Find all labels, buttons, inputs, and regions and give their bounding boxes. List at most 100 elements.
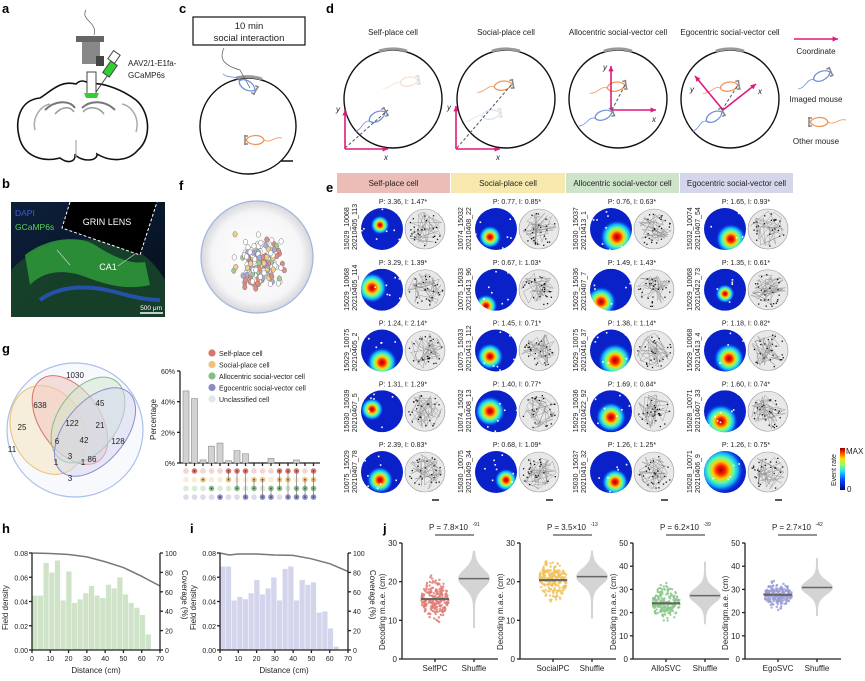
schematic-title: Egocentric social-vector cell — [680, 28, 779, 37]
y-tick-label: 0.06 — [14, 575, 28, 582]
y-axis-label: Decoding m.a.e. (cm) — [496, 573, 505, 650]
membership-dot — [183, 494, 189, 500]
cell-contour — [233, 263, 239, 271]
data-point — [772, 579, 776, 583]
y-tick-label: 10 — [388, 616, 397, 625]
y2-tick-label: 100 — [353, 551, 365, 558]
data-point — [546, 590, 550, 593]
svg-text:y: y — [689, 85, 695, 94]
cell-id-line2: 20210407_54 — [695, 207, 702, 250]
x-tick-label: Shuffle — [693, 664, 718, 673]
histogram-bar — [122, 594, 129, 651]
cell-contour — [256, 259, 262, 266]
data-point — [766, 598, 769, 601]
cell-contour — [268, 272, 274, 279]
membership-dot — [225, 485, 232, 492]
panel-labels: a b c d e f g h i j — [2, 1, 387, 536]
histogram-bar — [259, 594, 266, 651]
data-point — [770, 581, 774, 584]
cell-id-line1: 15029_10068 — [687, 329, 694, 372]
data-point — [661, 613, 664, 617]
data-point — [438, 607, 442, 611]
venn-count-self-only: 638 — [33, 401, 47, 410]
data-point — [432, 592, 436, 595]
y2-tick-label: 40 — [353, 609, 361, 616]
x-tick-label: 20 — [65, 656, 73, 663]
virus-label-line2: GCaMP6s — [128, 71, 165, 80]
y-tick-label: 20 — [506, 578, 515, 587]
schematic-title: Social-place cell — [477, 28, 535, 37]
data-point — [428, 580, 432, 584]
membership-dot — [302, 468, 308, 474]
data-point — [429, 601, 433, 604]
data-point — [432, 595, 435, 598]
data-point — [678, 598, 681, 602]
data-point — [551, 589, 554, 592]
data-point — [654, 612, 658, 615]
cell-id-line1: 15029_10068 — [344, 268, 351, 311]
membership-dot — [208, 494, 215, 500]
cell-stats: P: 1.40, I: 0.77* — [493, 381, 542, 388]
trajectory-plot — [633, 269, 675, 311]
example-cell: P: 1.24, I: 2.14* 15029_10075 20210405_2 — [344, 321, 446, 372]
panel-label-j: j — [382, 521, 387, 536]
data-point — [548, 594, 552, 597]
venn-count-social-only: 11 — [8, 445, 17, 454]
venn-count-self-allo-ego: 42 — [80, 436, 89, 445]
venn-count-social-allo-x: 1 — [54, 458, 59, 467]
data-point — [442, 585, 445, 588]
colorbar-min: 0 — [847, 485, 852, 494]
venn-count-self-allo: 122 — [65, 419, 79, 428]
histogram-bar — [116, 577, 123, 651]
data-point — [442, 582, 445, 585]
column-title: Allocentric social-vector cell — [573, 179, 671, 188]
data-point — [657, 605, 660, 608]
histogram-bar — [282, 568, 289, 651]
data-point — [780, 585, 783, 588]
membership-dot — [208, 468, 215, 474]
membership-dot — [217, 468, 223, 474]
data-point — [545, 577, 549, 580]
data-point — [777, 608, 780, 612]
decoding-chart-socialpc: 0 10 20 30 Decoding m.a.e. (cm) SocialPC Shuff… — [496, 522, 616, 673]
data-point — [553, 586, 556, 590]
x-tick-label: 50 — [308, 656, 316, 663]
histogram-bar — [88, 585, 95, 651]
other-mouse-icon — [244, 134, 283, 146]
data-point — [428, 584, 431, 587]
data-point — [559, 597, 562, 600]
bar — [293, 459, 300, 464]
data-point — [773, 598, 776, 601]
membership-dot — [183, 476, 189, 483]
x-tick-label: 60 — [138, 656, 146, 663]
y-tick-label: 50 — [619, 539, 628, 548]
venn-count-self-social-ego: 1 — [81, 458, 86, 467]
data-point — [770, 588, 773, 592]
data-point — [656, 590, 659, 594]
membership-dot — [234, 494, 240, 500]
venn-count-social-ego: 3 — [68, 474, 73, 483]
data-point — [669, 592, 673, 595]
data-point — [660, 597, 664, 600]
data-point — [556, 562, 559, 565]
panel-label-g: g — [2, 341, 10, 356]
rate-map-heatmap — [475, 208, 517, 250]
shuffle-violin — [576, 550, 608, 619]
y2-tick-label: 20 — [165, 629, 173, 636]
histogram-bar — [304, 584, 311, 651]
y-axis-arrow — [694, 75, 724, 111]
data-point — [547, 586, 551, 589]
rate-map-heatmap — [361, 208, 403, 250]
upset-bar-chart: 0% 20% 40% 60% Percentage — [149, 369, 320, 500]
arena-circle — [343, 49, 443, 149]
schematic-1: Self-place cell — [343, 28, 443, 149]
cell-contour — [240, 272, 246, 279]
data-point — [772, 584, 775, 587]
example-cell: P: 1.49, I: 1.43* 15029_15036 20210407_7 — [573, 260, 675, 311]
data-point — [420, 603, 424, 607]
data-point — [666, 585, 669, 589]
y2-tick-label: 60 — [165, 590, 173, 597]
data-point — [563, 587, 566, 590]
example-cell: P: 3.36, I: 1.47* 15029_10068 20210405_113 — [344, 199, 446, 250]
